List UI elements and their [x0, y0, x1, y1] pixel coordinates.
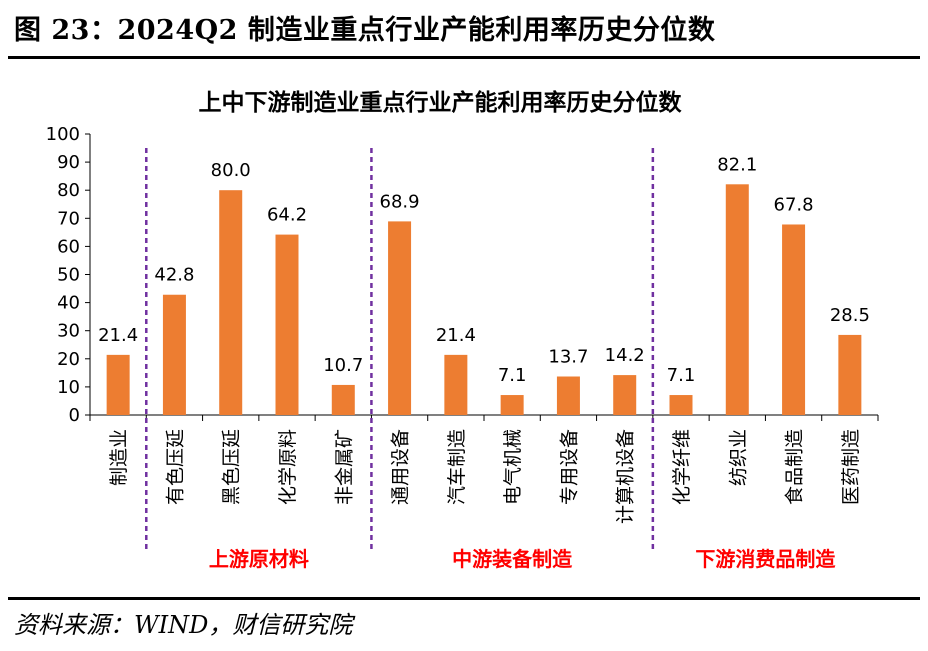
category-label-6: 汽车制造: [446, 429, 468, 505]
y-tick-label: 10: [57, 377, 80, 398]
category-label-13: 医药制造: [840, 429, 862, 505]
category-label-7: 电气机械: [502, 429, 524, 505]
y-tick-label: 80: [57, 180, 80, 201]
category-label-11: 纺织业: [727, 429, 749, 486]
category-label-3: 化学原料: [277, 429, 299, 505]
category-label-1: 有色压延: [164, 429, 186, 505]
bar-12: [782, 224, 806, 415]
group-label-2: 下游消费品制造: [695, 547, 836, 571]
y-tick-label: 30: [57, 321, 80, 342]
value-label-11: 82.1: [717, 154, 757, 175]
bar-1: [162, 294, 186, 415]
bar-chart: 上中下游制造业重点行业产能利用率历史分位数 0 10 20 30 40 50 60 70 80 9…: [46, 89, 879, 571]
value-label-12: 67.8: [774, 194, 814, 215]
y-tick-label: 100: [46, 124, 80, 145]
value-label-6: 21.4: [436, 325, 476, 346]
value-label-10: 7.1: [667, 365, 696, 386]
category-label-12: 食品制造: [784, 429, 806, 505]
bar-6: [444, 354, 468, 415]
value-label-3: 64.2: [267, 205, 307, 226]
bar-2: [219, 190, 243, 415]
category-label-8: 专用设备: [558, 429, 580, 505]
y-tick-label: 0: [69, 405, 80, 426]
y-axis: 0 10 20 30 40 50 60 70 80 90 100: [46, 124, 91, 426]
bar-11: [725, 184, 749, 415]
bottom-rule: [8, 597, 920, 600]
category-labels: 制造业 有色压延 黑色压延 化学原料 非金属矿 通用设备 汽车制造 电气机械 专用设备 计算机设备…: [108, 429, 862, 524]
value-label-8: 13.7: [548, 347, 588, 368]
category-label-10: 化学纤维: [671, 429, 693, 505]
y-tick-label: 60: [57, 236, 80, 257]
bar-0: [106, 354, 130, 415]
bar-8: [556, 376, 580, 415]
category-label-9: 计算机设备: [615, 429, 637, 524]
group-labels: 上游原材料 中游装备制造 下游消费品制造: [209, 547, 837, 571]
bar-9: [613, 375, 637, 415]
source-note: 资料来源：WIND，财信研究院: [14, 611, 353, 639]
bar-13: [838, 334, 862, 415]
bar-3: [275, 234, 299, 415]
y-tick-label: 20: [57, 349, 80, 370]
value-label-9: 14.2: [605, 345, 645, 366]
category-label-4: 非金属矿: [333, 429, 355, 505]
category-label-5: 通用设备: [390, 429, 412, 505]
value-label-1: 42.8: [154, 265, 194, 286]
value-labels: 21.4 42.8 80.0 64.2 10.7 68.9 21.4 7.1 13.7 14.2 7…: [98, 154, 870, 386]
category-label-0: 制造业: [108, 429, 130, 486]
y-tick-label: 50: [57, 265, 80, 286]
bar-10: [669, 395, 693, 415]
value-label-0: 21.4: [98, 325, 138, 346]
y-tick-label: 70: [57, 208, 80, 229]
figure-title: 图 23：2024Q2 制造业重点行业产能利用率历史分位数: [14, 15, 716, 46]
category-label-2: 黑色压延: [221, 429, 243, 505]
x-axis: [89, 414, 879, 421]
chart-title: 上中下游制造业重点行业产能利用率历史分位数: [199, 89, 683, 116]
y-tick-label: 40: [57, 293, 80, 314]
bars: [106, 184, 862, 415]
group-label-0: 上游原材料: [209, 547, 309, 571]
bar-5: [388, 221, 412, 415]
bar-7: [500, 395, 524, 415]
y-tick-label: 90: [57, 152, 80, 173]
group-label-1: 中游装备制造: [452, 547, 573, 571]
top-rule: [8, 56, 920, 59]
value-label-2: 80.0: [211, 160, 251, 181]
value-label-7: 7.1: [498, 365, 527, 386]
value-label-5: 68.9: [380, 191, 420, 212]
bar-4: [331, 384, 355, 415]
value-label-13: 28.5: [830, 305, 870, 326]
group-dividers: [145, 148, 655, 552]
value-label-4: 10.7: [323, 355, 363, 376]
